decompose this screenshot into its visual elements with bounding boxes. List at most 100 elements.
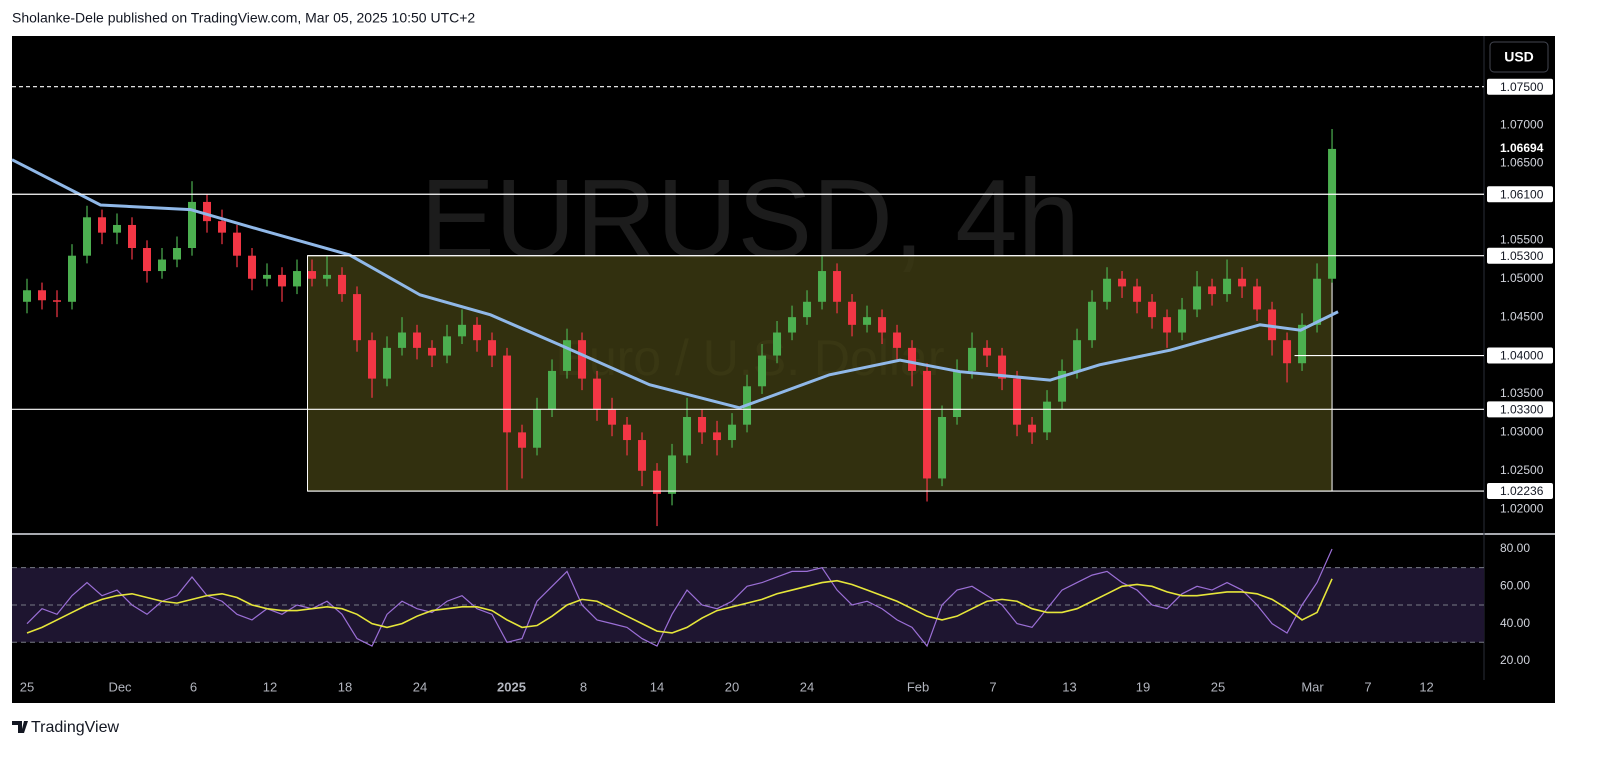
candle-body xyxy=(1298,324,1307,364)
candle-body xyxy=(353,294,362,341)
level-label: 1.07500 xyxy=(1500,80,1544,94)
x-tick-label: Mar xyxy=(1301,679,1324,694)
candle-body xyxy=(803,301,812,318)
x-tick-label: 8 xyxy=(580,679,587,694)
candle-body xyxy=(833,271,842,302)
candle-body xyxy=(563,340,572,371)
candle-body xyxy=(188,201,197,249)
candle-body xyxy=(1193,286,1202,310)
candle-body xyxy=(263,274,272,279)
y-tick-label: 1.07000 xyxy=(1500,117,1544,131)
candle-body xyxy=(488,340,497,356)
rsi-ma-line xyxy=(26,578,1333,634)
candle-body xyxy=(1073,340,1082,371)
candle-body xyxy=(53,300,62,302)
x-tick-label: 25 xyxy=(20,679,34,694)
candle-body xyxy=(1103,278,1112,302)
y-tick-label: 1.06500 xyxy=(1500,156,1544,170)
x-tick-label: 14 xyxy=(650,679,664,694)
x-tick-label: 6 xyxy=(190,679,197,694)
y-tick-label: 1.03000 xyxy=(1500,425,1544,439)
candle-body xyxy=(113,224,122,233)
x-tick-label: 24 xyxy=(413,679,427,694)
candle-body xyxy=(68,255,77,302)
candle-body xyxy=(1013,378,1022,425)
y-tick-label: 1.02000 xyxy=(1500,501,1544,515)
x-tick-label: 20 xyxy=(725,679,739,694)
x-tick-label: 24 xyxy=(800,679,814,694)
logo: TradingView xyxy=(12,719,119,736)
candle-body xyxy=(98,217,107,233)
candle-body xyxy=(818,271,827,302)
candle-body xyxy=(668,455,677,494)
candle-body xyxy=(773,332,782,356)
candle-body xyxy=(788,317,797,333)
currency-box[interactable] xyxy=(1489,41,1549,73)
rsi-line xyxy=(26,548,1333,648)
y-tick-label: 1.04500 xyxy=(1500,309,1544,323)
x-tick-label: 7 xyxy=(1364,679,1371,694)
x-tick-label: 12 xyxy=(263,679,277,694)
candle-body xyxy=(143,248,152,272)
candle-body xyxy=(1238,278,1247,287)
candle-body xyxy=(638,440,647,471)
candle-body xyxy=(368,340,377,379)
y-tick-label: 1.05500 xyxy=(1500,233,1544,247)
candle-body xyxy=(1223,278,1232,295)
candle-body xyxy=(908,347,917,371)
x-tick-label: Feb xyxy=(907,679,929,694)
candle-body xyxy=(608,409,617,425)
candle-body xyxy=(683,417,692,456)
rsi-tick-label: 60.00 xyxy=(1500,578,1530,592)
candle-body xyxy=(953,370,962,418)
candle-body xyxy=(443,336,452,356)
candle-body xyxy=(1088,301,1097,341)
y-tick-label: 1.05000 xyxy=(1500,271,1544,285)
candle-body xyxy=(413,332,422,348)
level-label: 1.06100 xyxy=(1500,187,1544,201)
candle-body xyxy=(1163,317,1172,333)
last-price: 1.06694 xyxy=(1500,141,1544,155)
candle-body xyxy=(1178,309,1187,333)
candle-body xyxy=(383,347,392,379)
currency[interactable]: USD xyxy=(1504,49,1534,65)
y-tick-label: 1.02500 xyxy=(1500,463,1544,477)
candle-body xyxy=(308,271,317,279)
candle-body xyxy=(713,432,722,441)
candle-body xyxy=(698,417,707,433)
candle-body xyxy=(758,355,767,387)
level-label-box xyxy=(1487,78,1553,95)
candle-body xyxy=(623,424,632,441)
level-label: 1.03300 xyxy=(1500,402,1544,416)
candle-body xyxy=(863,317,872,325)
level-label-box xyxy=(1487,247,1553,264)
candle-body xyxy=(878,317,887,333)
candle-body xyxy=(1283,340,1292,364)
candle-body xyxy=(593,378,602,410)
candle-body xyxy=(233,232,242,256)
candle-body xyxy=(548,370,557,410)
x-tick-label: 25 xyxy=(1211,679,1225,694)
candle-body xyxy=(578,340,587,379)
x-tick-label: 19 xyxy=(1136,679,1150,694)
level-label-box xyxy=(1487,483,1553,500)
level-label: 1.05300 xyxy=(1500,249,1544,263)
candle-body xyxy=(518,432,527,448)
candle-body xyxy=(1148,301,1157,318)
candle-body xyxy=(1133,286,1142,302)
level-label: 1.02236 xyxy=(1500,484,1544,498)
rsi-tick-label: 40.00 xyxy=(1500,616,1530,630)
currency-button[interactable]: USD xyxy=(1489,41,1549,73)
level-label: 1.04000 xyxy=(1500,349,1544,363)
candle-body xyxy=(323,274,332,279)
candle-body xyxy=(218,221,227,233)
candle-body xyxy=(1328,148,1337,279)
level-label-box xyxy=(1487,186,1553,203)
x-tick-label: 13 xyxy=(1062,679,1076,694)
logo-icon xyxy=(12,721,28,733)
candle-body xyxy=(1058,370,1067,402)
candle-body xyxy=(128,224,137,249)
candle-body xyxy=(983,347,992,356)
candle-body xyxy=(428,347,437,356)
